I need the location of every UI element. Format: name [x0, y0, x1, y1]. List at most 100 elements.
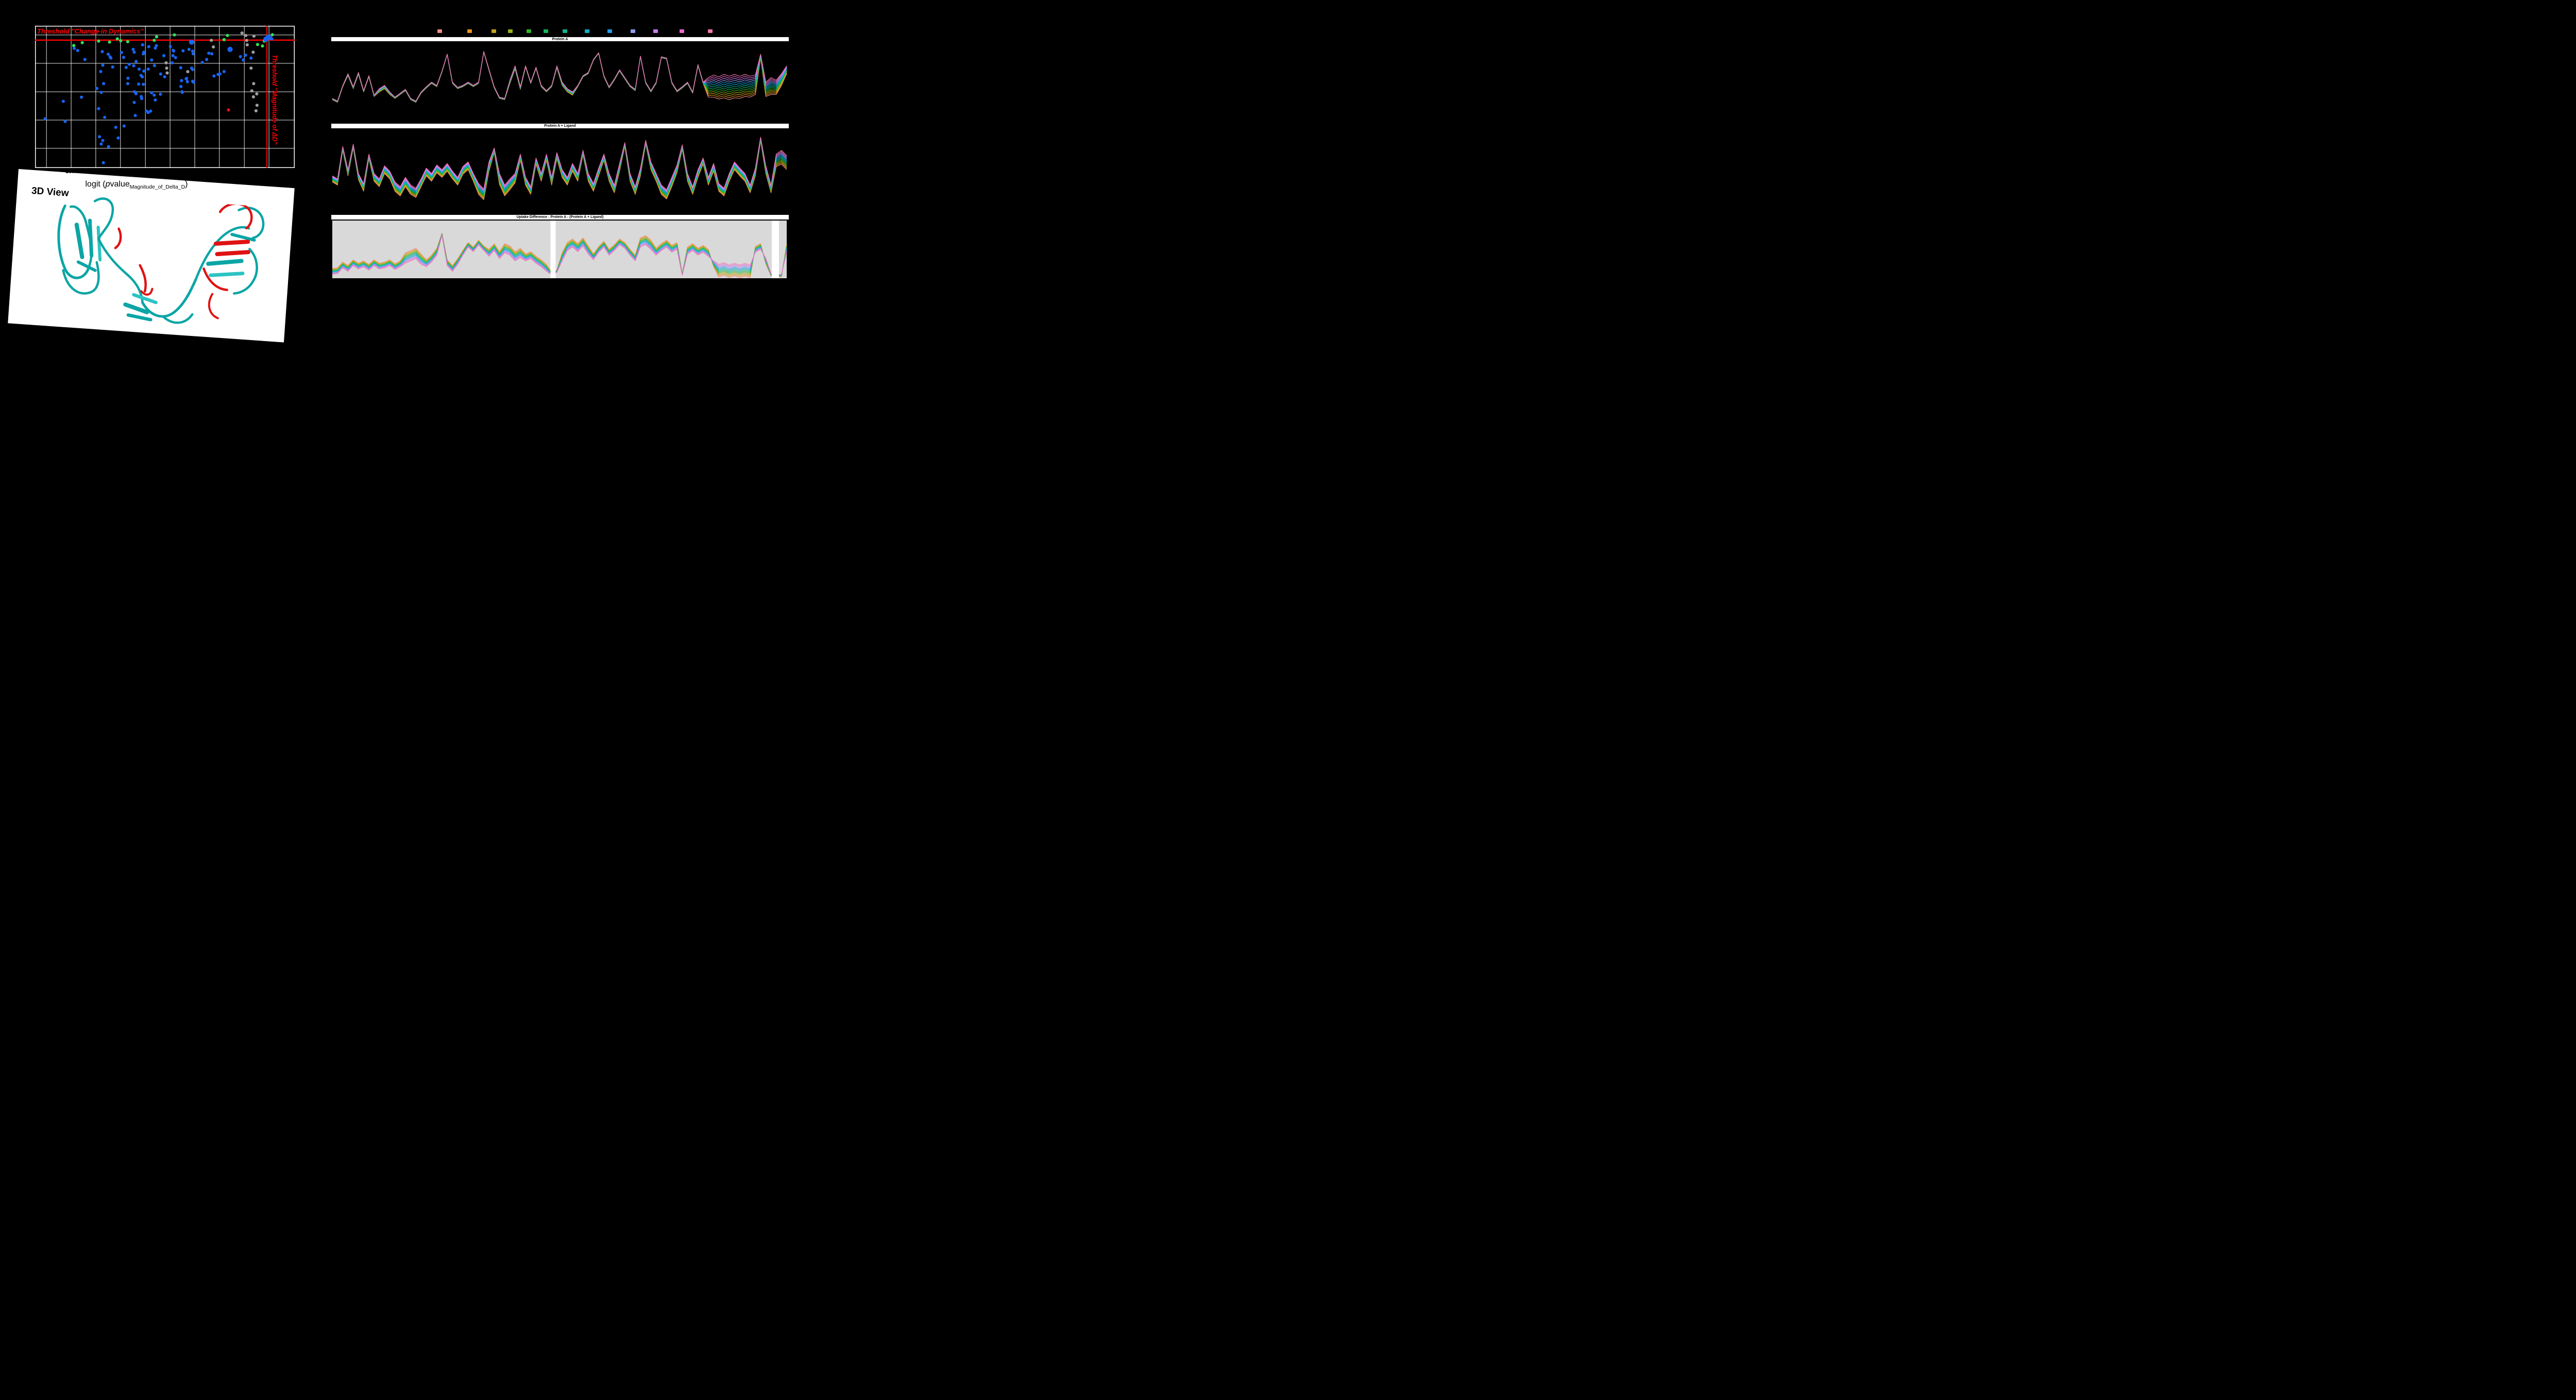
scatter-point	[114, 126, 117, 129]
x-tick-minus-100: -100	[114, 168, 126, 175]
protein-ribbon-image	[57, 197, 265, 324]
threshold-change-annotation: Threshold "Change in Dynamics"	[37, 27, 144, 35]
legend-swatch	[437, 29, 442, 33]
scatter-point	[63, 120, 67, 123]
scatter-point	[133, 114, 137, 117]
scatter-point	[165, 66, 168, 70]
scatter-point	[256, 43, 259, 46]
x-label-subscript: Magnitude_of_Delta_D	[129, 184, 185, 190]
legend-swatch	[680, 29, 684, 33]
scatter-point	[207, 52, 211, 55]
scatter-point	[172, 49, 176, 53]
scatter-point	[61, 99, 65, 103]
scatter-point	[154, 46, 157, 50]
sequence-gap-band	[771, 221, 779, 278]
scatter-point	[184, 77, 188, 80]
legend-swatch	[544, 29, 548, 33]
scatter-point	[251, 50, 255, 54]
scatter-point	[244, 54, 247, 57]
scatter-point	[122, 124, 126, 128]
scatter-point	[191, 49, 194, 53]
scatter-point	[99, 142, 103, 146]
scatter-point	[155, 44, 158, 47]
scatter-point	[210, 52, 214, 56]
scatter-point	[80, 95, 83, 99]
scatter-point	[240, 31, 244, 35]
scatter-point	[108, 40, 111, 44]
scatter-point	[180, 79, 183, 82]
scatter-point	[76, 48, 79, 53]
scatter-point	[226, 33, 229, 37]
scatter-point	[131, 47, 135, 51]
uptake-chart-protein-a-ligand	[332, 137, 787, 200]
scatter-point	[146, 68, 150, 71]
scatter-point	[126, 82, 129, 86]
scatter-point	[43, 117, 47, 121]
scatter-point	[146, 111, 150, 114]
uptake-chart-protein-a	[332, 51, 787, 103]
scatter-point	[189, 39, 195, 45]
scatter-point	[245, 43, 249, 47]
scatter-point	[174, 56, 177, 59]
scatter-point	[83, 58, 87, 61]
scatter-point	[173, 33, 176, 37]
scatter-point	[250, 89, 253, 93]
scatter-point	[164, 61, 168, 65]
legend-swatch	[563, 29, 567, 33]
scatter-point	[95, 87, 99, 90]
legend-swatch	[492, 29, 496, 33]
scatter-point	[254, 109, 258, 113]
app-canvas: { "page_bg": "#000000", "panel3d": { "la…	[0, 0, 808, 343]
scatter-point	[168, 45, 172, 48]
scatter-point	[134, 92, 138, 95]
scatter-point	[186, 70, 190, 74]
x-label-p: p	[105, 180, 110, 189]
scatter-point	[227, 108, 230, 112]
scatter-point	[252, 82, 256, 86]
scatter-point	[137, 82, 141, 86]
scatter-point	[152, 39, 156, 42]
scatter-point	[103, 115, 107, 119]
scatter-point	[109, 56, 113, 60]
scatter-point	[124, 65, 128, 69]
scatter-point	[142, 69, 146, 73]
scatter-point	[149, 109, 152, 113]
x-label-post: )	[185, 180, 188, 189]
scatter-point	[163, 75, 166, 79]
scatter-point	[107, 145, 110, 148]
scatter-point	[270, 37, 274, 41]
scatter-point	[222, 70, 226, 73]
scatter-point	[180, 90, 184, 94]
scatter-point	[210, 39, 213, 42]
scatter-point	[147, 45, 150, 48]
scatter-point	[191, 68, 194, 72]
threshold-magnitude-annotation: Threshold "Magnitude of ΔD"	[271, 55, 278, 145]
scatter-point	[142, 82, 145, 86]
scatter-point	[255, 104, 259, 107]
volcano-plot	[35, 26, 295, 168]
legend-swatch	[653, 29, 658, 33]
volcano-x-axis-label: logit (pvalueMagnitude_of_Delta_D)	[77, 180, 196, 190]
legend-swatch	[527, 29, 531, 33]
scatter-point	[245, 39, 248, 42]
scatter-point	[150, 58, 154, 62]
chart-title-uptake-difference: Uptake Difference : Protein A - (Protein…	[331, 214, 789, 220]
series-line	[332, 51, 787, 102]
scatter-point	[80, 41, 84, 44]
scatter-point	[191, 52, 195, 56]
scatter-point	[155, 35, 158, 39]
scatter-point	[205, 58, 209, 61]
scatter-point	[244, 33, 248, 37]
scatter-point	[249, 66, 253, 70]
scatter-point	[120, 50, 123, 54]
legend-swatch	[708, 29, 713, 33]
scatter-point	[152, 64, 156, 68]
scatter-point	[270, 33, 274, 37]
scatter-point	[152, 93, 156, 97]
scatter-point	[249, 56, 253, 60]
scatter-point	[179, 66, 182, 70]
plot-border	[35, 26, 295, 168]
legend-swatch	[607, 29, 612, 33]
x-label-mid: value	[110, 180, 130, 189]
scatter-point	[97, 39, 100, 43]
